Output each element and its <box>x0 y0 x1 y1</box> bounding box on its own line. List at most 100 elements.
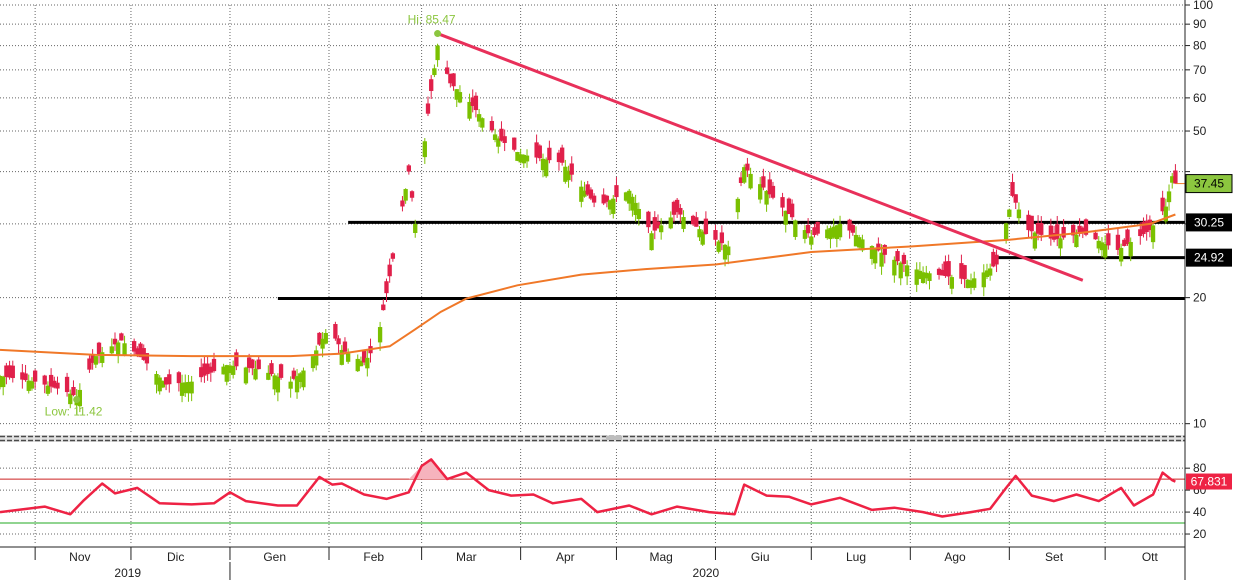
month-label: Nov <box>69 550 90 564</box>
candle-body <box>131 341 137 352</box>
candle-body <box>991 251 996 267</box>
candle-body <box>122 343 127 355</box>
candle-body <box>291 370 297 379</box>
candle-body <box>68 393 73 405</box>
candle-body <box>301 370 306 388</box>
candle-body <box>333 324 338 339</box>
candle-body <box>4 365 9 378</box>
candle-body <box>294 376 300 393</box>
candle-body <box>448 73 453 84</box>
candle-body <box>253 368 258 380</box>
candle-body <box>231 365 236 375</box>
price-tags: 37.45 30.25 24.92 67.831 <box>1185 174 1233 490</box>
candle-body <box>809 236 814 245</box>
candle-body <box>377 327 383 343</box>
candle-body <box>476 114 482 122</box>
candle-body <box>767 179 772 195</box>
candle-body <box>403 189 408 201</box>
candle-body <box>387 264 392 277</box>
candle-body <box>1173 170 1178 184</box>
candle-body <box>336 338 341 345</box>
candle-body <box>189 381 194 394</box>
candle-body <box>409 191 415 198</box>
candle-body <box>179 382 185 396</box>
candle-body <box>202 363 207 376</box>
rsi-line <box>0 458 1176 518</box>
candle-body <box>636 208 641 220</box>
candle-body <box>413 223 418 234</box>
candle-body <box>1029 215 1034 232</box>
candle-body <box>199 367 204 378</box>
candle-body <box>611 198 616 214</box>
candle-body <box>783 210 788 225</box>
candle-body <box>828 228 833 240</box>
candle-body <box>1125 229 1130 244</box>
candle-body <box>96 342 102 355</box>
candle-body <box>936 268 942 275</box>
ma-tag-label: 30.25 <box>1194 215 1224 229</box>
candle-body <box>895 251 900 262</box>
candle-body <box>1118 247 1124 262</box>
month-label: Giu <box>751 550 770 564</box>
candle-body <box>694 217 699 227</box>
candle-body <box>745 163 750 171</box>
candle-body <box>965 279 970 289</box>
candle-body <box>310 356 316 369</box>
candle-body <box>837 223 843 238</box>
candle-body <box>726 246 731 256</box>
candle-body <box>1074 234 1079 248</box>
candle-body <box>1170 176 1175 183</box>
candle-body <box>524 155 530 162</box>
candle-body <box>659 225 664 233</box>
candle-body <box>205 363 210 375</box>
price-axis: 10 20 50 60 70 80 90 100 <box>1184 0 1213 580</box>
candle-body <box>940 269 945 276</box>
candle-body <box>853 234 859 247</box>
price-tick-label: 90 <box>1193 17 1207 31</box>
candle-body <box>20 372 25 380</box>
candle-body <box>1160 197 1165 212</box>
candle-body <box>834 225 840 240</box>
candle-body <box>227 365 233 374</box>
candle-body <box>112 338 118 345</box>
candle-body <box>221 366 226 375</box>
candle-body <box>1 376 6 388</box>
candle-body <box>607 200 613 210</box>
candle-body <box>892 259 897 276</box>
candle-body <box>518 154 523 163</box>
candle-body <box>64 376 70 393</box>
candle-body <box>1058 238 1063 249</box>
horizontal-levels <box>277 220 1185 301</box>
ma-tag: 30.25 <box>1186 213 1232 232</box>
candle-body <box>904 265 910 277</box>
candle-body <box>544 159 549 177</box>
candle-body <box>652 217 657 231</box>
candle-body <box>1128 241 1133 257</box>
candle-body <box>1083 219 1089 235</box>
candle-body <box>432 68 437 76</box>
low-marker <box>73 396 81 404</box>
price-tick-label: 60 <box>1193 91 1207 105</box>
candle-body <box>323 332 328 344</box>
candle-body <box>457 92 463 103</box>
annotations: Hi: 85.47 Low: 11.42 <box>45 13 456 419</box>
candle-body <box>655 221 661 228</box>
candle-body <box>116 342 121 356</box>
candle-body <box>1071 224 1076 236</box>
candle-body <box>690 215 696 225</box>
candle-body <box>802 230 808 239</box>
candle-body <box>1115 234 1121 250</box>
candle-body <box>144 353 150 364</box>
month-label: Mag <box>650 550 673 564</box>
candle-body <box>758 184 763 200</box>
candle-body <box>42 375 47 385</box>
year-label: 2020 <box>693 566 720 580</box>
candle-body <box>521 154 526 164</box>
price-tick-label: 80 <box>1193 39 1207 53</box>
candle-body <box>406 165 411 172</box>
candle-body <box>109 346 114 354</box>
candle-body <box>764 190 769 205</box>
rsi-tick-label: 80 <box>1193 461 1207 475</box>
month-label: Set <box>1045 550 1064 564</box>
